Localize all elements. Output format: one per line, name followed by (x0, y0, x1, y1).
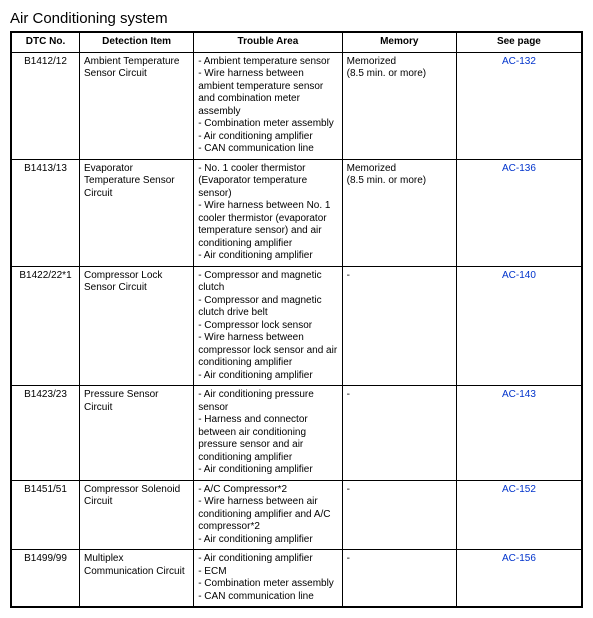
cell-memory: Memorized (8.5 min. or more) (342, 159, 456, 266)
col-dtc: DTC No. (11, 32, 80, 52)
cell-detection: Compressor Lock Sensor Circuit (80, 266, 194, 386)
cell-detection: Multiplex Communication Circuit (80, 550, 194, 608)
cell-memory: Memorized (8.5 min. or more) (342, 52, 456, 159)
cell-memory: - (342, 480, 456, 550)
cell-dtc: B1451/51 (11, 480, 80, 550)
cell-detection: Ambient Temperature Sensor Circuit (80, 52, 194, 159)
cell-trouble: - Air conditioning pressure sensor - Har… (194, 386, 342, 481)
table-row: B1423/23Pressure Sensor Circuit- Air con… (11, 386, 582, 481)
cell-seepage: AC-156 (456, 550, 582, 608)
cell-seepage: AC-132 (456, 52, 582, 159)
table-header-row: DTC No. Detection Item Trouble Area Memo… (11, 32, 582, 52)
table-row: B1451/51Compressor Solenoid Circuit- A/C… (11, 480, 582, 550)
cell-seepage: AC-152 (456, 480, 582, 550)
cell-detection: Compressor Solenoid Circuit (80, 480, 194, 550)
seepage-link[interactable]: AC-132 (502, 56, 536, 67)
col-trouble: Trouble Area (194, 32, 342, 52)
cell-trouble: - No. 1 cooler thermistor (Evaporator te… (194, 159, 342, 266)
seepage-link[interactable]: AC-140 (502, 270, 536, 281)
cell-trouble: - Compressor and magnetic clutch - Compr… (194, 266, 342, 386)
dtc-table: DTC No. Detection Item Trouble Area Memo… (10, 31, 583, 608)
cell-memory: - (342, 386, 456, 481)
cell-dtc: B1412/12 (11, 52, 80, 159)
cell-dtc: B1413/13 (11, 159, 80, 266)
cell-dtc: B1499/99 (11, 550, 80, 608)
cell-seepage: AC-140 (456, 266, 582, 386)
seepage-link[interactable]: AC-136 (502, 163, 536, 174)
seepage-link[interactable]: AC-152 (502, 484, 536, 495)
col-seepage: See page (456, 32, 582, 52)
cell-detection: Evaporator Temperature Sensor Circuit (80, 159, 194, 266)
cell-trouble: - Ambient temperature sensor - Wire harn… (194, 52, 342, 159)
cell-trouble: - Air conditioning amplifier - ECM - Com… (194, 550, 342, 608)
page-title: Air Conditioning system (10, 10, 583, 27)
cell-detection: Pressure Sensor Circuit (80, 386, 194, 481)
cell-memory: - (342, 550, 456, 608)
seepage-link[interactable]: AC-143 (502, 389, 536, 400)
table-row: B1413/13Evaporator Temperature Sensor Ci… (11, 159, 582, 266)
cell-trouble: - A/C Compressor*2 - Wire harness betwee… (194, 480, 342, 550)
table-row: B1499/99Multiplex Communication Circuit-… (11, 550, 582, 608)
cell-seepage: AC-143 (456, 386, 582, 481)
col-memory: Memory (342, 32, 456, 52)
cell-seepage: AC-136 (456, 159, 582, 266)
cell-dtc: B1423/23 (11, 386, 80, 481)
col-detection: Detection Item (80, 32, 194, 52)
seepage-link[interactable]: AC-156 (502, 553, 536, 564)
cell-dtc: B1422/22*1 (11, 266, 80, 386)
table-row: B1422/22*1Compressor Lock Sensor Circuit… (11, 266, 582, 386)
table-row: B1412/12Ambient Temperature Sensor Circu… (11, 52, 582, 159)
cell-memory: - (342, 266, 456, 386)
